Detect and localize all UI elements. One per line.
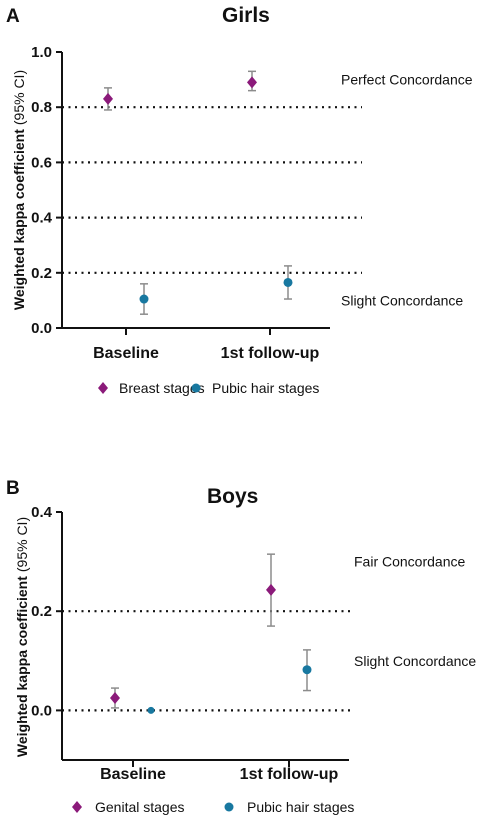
legend-marker-circle	[191, 383, 201, 393]
y-axis-label: Weighted kappa coefficient (95% CI)	[14, 517, 30, 757]
x-tick-label: Baseline	[93, 345, 159, 362]
legend-label: Breast stages	[119, 380, 205, 396]
data-point-circle	[283, 277, 293, 287]
y-axis-label-main: Weighted kappa coefficient	[11, 129, 27, 310]
panel-label: B	[6, 478, 20, 499]
y-axis-label: Weighted kappa coefficient (95% CI)	[11, 70, 27, 310]
y-axis-label-suffix: (95% CI)	[14, 517, 30, 572]
legend-marker-diamond	[72, 801, 82, 813]
y-axis-label-suffix: (95% CI)	[11, 70, 27, 125]
legend-marker-diamond	[98, 382, 108, 394]
legend-label: Pubic hair stages	[212, 380, 319, 396]
y-tick-label: 0.2	[31, 265, 52, 282]
data-point-diamond	[103, 92, 113, 105]
x-tick-label: Baseline	[100, 766, 166, 783]
concordance-annotation: Fair Concordance	[354, 554, 465, 570]
y-axis-label-main: Weighted kappa coefficient	[14, 576, 30, 757]
y-tick-label: 0.0	[31, 702, 52, 719]
legend-label: Pubic hair stages	[247, 799, 354, 815]
y-tick-label: 1.0	[31, 44, 52, 61]
legend-marker-circle	[224, 802, 234, 812]
concordance-annotation: Perfect Concordance	[341, 72, 473, 88]
data-point-circle	[139, 294, 149, 304]
legend-label: Genital stages	[95, 799, 185, 815]
x-tick-label: 1st follow-up	[240, 766, 339, 783]
data-point-circle	[302, 665, 312, 675]
chart-panel-a: A Girls Weighted kappa coefficient (95% CI)…	[6, 4, 473, 396]
y-tick-label: 0.2	[31, 603, 52, 620]
data-point-circle	[147, 706, 155, 714]
y-tick-label: 0.4	[31, 210, 53, 227]
data-point-diamond	[110, 692, 120, 704]
y-tick-label: 0.6	[31, 154, 52, 171]
x-tick-label: 1st follow-up	[221, 345, 320, 362]
y-tick-label: 0.8	[31, 99, 52, 116]
panel-label: A	[6, 6, 20, 27]
concordance-annotation: Slight Concordance	[354, 653, 476, 669]
chart-title: Girls	[222, 4, 270, 27]
concordance-annotation: Slight Concordance	[341, 292, 463, 308]
data-point-diamond	[247, 76, 257, 89]
y-tick-label: 0.4	[31, 504, 53, 521]
y-tick-label: 0.0	[31, 320, 52, 337]
chart-title: Boys	[207, 485, 258, 508]
data-point-diamond	[266, 583, 276, 596]
